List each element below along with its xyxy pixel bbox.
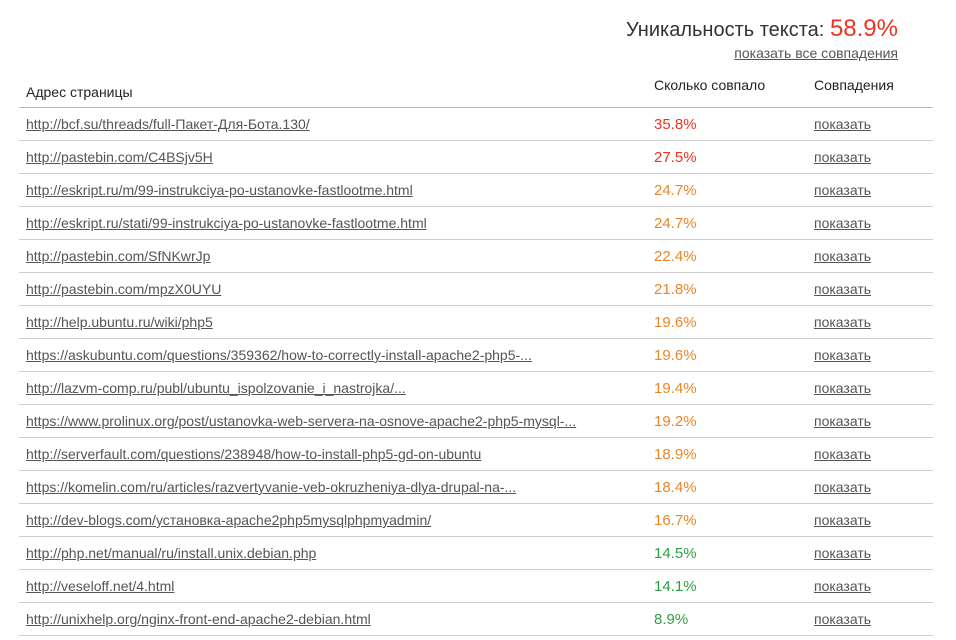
match-percent: 8.9%: [654, 610, 689, 628]
show-matches-link[interactable]: показать: [814, 116, 872, 132]
table-row: http://lazvm-comp.ru/publ/ubuntu_ispolzo…: [19, 372, 933, 405]
table-row: https://askubuntu.com/questions/359362/h…: [19, 339, 933, 372]
source-url-link[interactable]: https://komelin.com/ru/articles/razverty…: [26, 479, 517, 495]
table-row: http://pastebin.com/SfNKwrJp 22.4% показат…: [19, 240, 933, 273]
table-header: Адрес страницы Сколько совпало Совпадени…: [19, 73, 933, 108]
show-matches-link[interactable]: показать: [814, 446, 872, 462]
show-matches-link[interactable]: показать: [814, 347, 872, 363]
table-row: https://www.prolinux.org/post/ustanovka-…: [19, 405, 933, 438]
source-url-link[interactable]: https://www.prolinux.org/post/ustanovka-…: [26, 413, 577, 429]
header-match-percent: Сколько совпало: [654, 77, 766, 93]
source-url-link[interactable]: http://pastebin.com/C4BSjv5H: [26, 149, 213, 165]
table-row: http://bcf.su/threads/full-Пакет-Для-Бот…: [19, 108, 933, 141]
match-percent: 22.4%: [654, 247, 697, 265]
match-percent: 14.1%: [654, 577, 697, 595]
show-matches-link[interactable]: показать: [814, 413, 872, 429]
source-url-link[interactable]: http://pastebin.com/SfNKwrJp: [26, 248, 211, 264]
show-matches-link[interactable]: показать: [814, 215, 872, 231]
show-matches-link[interactable]: показать: [814, 611, 872, 627]
show-matches-link[interactable]: показать: [814, 149, 872, 165]
source-url-link[interactable]: http://veseloff.net/4.html: [26, 578, 175, 594]
show-matches-link[interactable]: показать: [814, 314, 872, 330]
header-matches: Совпадения: [814, 77, 894, 93]
table-row: http://eskript.ru/stati/99-instrukciya-p…: [19, 207, 933, 240]
table-row: http://help.ubuntu.ru/wiki/php5 19.6% пока…: [19, 306, 933, 339]
show-matches-link[interactable]: показать: [814, 545, 872, 561]
source-url-link[interactable]: http://bcf.su/threads/full-Пакет-Для-Бот…: [26, 116, 310, 132]
table-body: http://bcf.su/threads/full-Пакет-Для-Бот…: [19, 108, 933, 636]
source-url-link[interactable]: http://pastebin.com/mpzX0UYU: [26, 281, 222, 297]
source-url-link[interactable]: http://lazvm-comp.ru/publ/ubuntu_ispolzo…: [26, 380, 406, 396]
match-percent: 19.6%: [654, 313, 697, 331]
match-percent: 19.2%: [654, 412, 697, 430]
table-row: http://pastebin.com/C4BSjv5H 27.5% показат…: [19, 141, 933, 174]
table-row: http://serverfault.com/questions/238948/…: [19, 438, 933, 471]
matches-table: Адрес страницы Сколько совпало Совпадени…: [19, 73, 933, 636]
match-percent: 35.8%: [654, 115, 697, 133]
show-matches-link[interactable]: показать: [814, 248, 872, 264]
source-url-link[interactable]: http://eskript.ru/stati/99-instrukciya-p…: [26, 215, 427, 231]
table-row: http://php.net/manual/ru/install.unix.de…: [19, 537, 933, 570]
table-row: https://komelin.com/ru/articles/razverty…: [19, 471, 933, 504]
source-url-link[interactable]: http://serverfault.com/questions/238948/…: [26, 446, 482, 462]
uniqueness-summary: Уникальность текста: 58.9% показать все …: [626, 14, 898, 63]
show-matches-link[interactable]: показать: [814, 182, 872, 198]
show-all-matches-link[interactable]: показать все совпадения: [734, 45, 898, 61]
match-percent: 14.5%: [654, 544, 697, 562]
match-percent: 19.6%: [654, 346, 697, 364]
match-percent: 18.9%: [654, 445, 697, 463]
table-row: http://unixhelp.org/nginx-front-end-apac…: [19, 603, 933, 636]
uniqueness-label: Уникальность текста:: [625, 19, 825, 41]
match-percent: 24.7%: [654, 181, 697, 199]
source-url-link[interactable]: http://eskript.ru/m/99-instrukciya-po-us…: [26, 182, 413, 198]
show-matches-link[interactable]: показать: [814, 380, 872, 396]
source-url-link[interactable]: http://php.net/manual/ru/install.unix.de…: [26, 545, 317, 561]
uniqueness-line: Уникальность текста: 58.9%: [626, 14, 898, 45]
match-percent: 24.7%: [654, 214, 697, 232]
match-percent: 27.5%: [654, 148, 697, 166]
table-row: http://dev-blogs.com/установка-apache2ph…: [19, 504, 933, 537]
match-percent: 19.4%: [654, 379, 697, 397]
match-percent: 21.8%: [654, 280, 697, 298]
show-matches-link[interactable]: показать: [814, 281, 872, 297]
header-page-address: Адрес страницы: [26, 84, 133, 100]
match-percent: 18.4%: [654, 478, 697, 496]
show-matches-link[interactable]: показать: [814, 512, 872, 528]
table-row: http://eskript.ru/m/99-instrukciya-po-us…: [19, 174, 933, 207]
show-matches-link[interactable]: показать: [814, 479, 872, 495]
table-row: http://pastebin.com/mpzX0UYU 21.8% показат…: [19, 273, 933, 306]
source-url-link[interactable]: http://dev-blogs.com/установка-apache2ph…: [26, 512, 432, 528]
source-url-link[interactable]: http://help.ubuntu.ru/wiki/php5: [26, 314, 213, 330]
match-percent: 16.7%: [654, 511, 697, 529]
source-url-link[interactable]: https://askubuntu.com/questions/359362/h…: [26, 347, 532, 363]
table-row: http://veseloff.net/4.html 14.1% показать: [19, 570, 933, 603]
source-url-link[interactable]: http://unixhelp.org/nginx-front-end-apac…: [26, 611, 371, 627]
show-matches-link[interactable]: показать: [814, 578, 872, 594]
uniqueness-value: 58.9%: [829, 15, 898, 42]
